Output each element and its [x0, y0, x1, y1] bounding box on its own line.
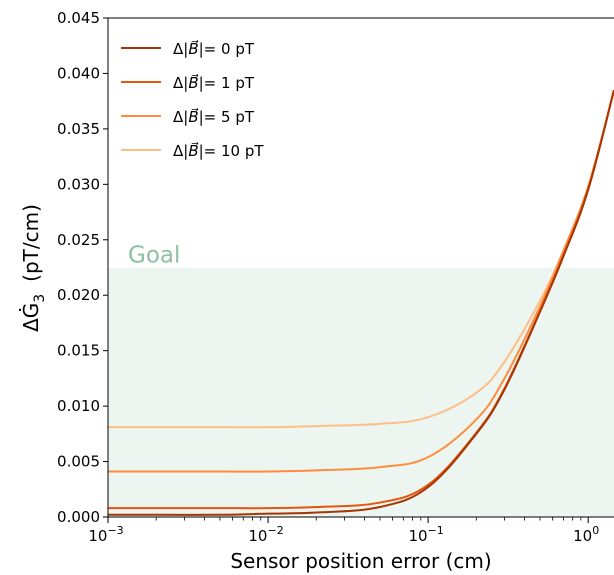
y-tick-label: 0.025	[57, 231, 100, 249]
series-line-0	[108, 89, 614, 516]
x-tick-base: 10	[408, 527, 427, 545]
legend-entry-1: Δ|B⃗|= 1 pT	[173, 73, 255, 92]
series-line-2	[108, 89, 614, 473]
legend: Δ|B⃗|= 0 pTΔ|B⃗|= 1 pTΔ|B⃗|= 5 pTΔ|B⃗|= …	[121, 39, 264, 160]
y-tick-label: 0.030	[57, 175, 100, 193]
legend-text-symbol: B⃗	[188, 141, 198, 160]
y-tick-label: 0.035	[57, 120, 100, 138]
y-axis-label-main: ΔĠ	[19, 303, 43, 332]
legend-text-prefix: Δ|	[173, 74, 188, 92]
y-tick-label: 0.045	[57, 9, 100, 27]
legend-text-suffix: |= 0 pT	[199, 40, 255, 58]
goal-band	[108, 267, 614, 517]
ticks: 0.000 0.005 0.010 0.015 0.020 0.025 0.030 0.035…	[57, 9, 599, 545]
series-layer	[108, 89, 614, 516]
x-tick-exponent: −3	[107, 524, 123, 537]
x-tick-label: 100	[573, 524, 599, 545]
y-axis-label-sub: 3	[32, 294, 48, 303]
legend-text-prefix: Δ|	[173, 142, 188, 160]
x-axis-label: Sensor position error (cm)	[230, 549, 491, 573]
y-axis-label: ΔĠ3 (pT/cm)	[19, 204, 48, 332]
svg-text:ΔĠ3(pT/cm): ΔĠ3 (pT/cm)	[19, 204, 48, 332]
y-tick-label: 0.005	[57, 453, 100, 471]
x-tick-label: 10−3	[88, 524, 123, 545]
x-tick-label: 10−2	[248, 524, 283, 545]
axes	[107, 17, 614, 518]
y-tick-label: 0.015	[57, 342, 100, 360]
x-tick-exponent: −2	[267, 524, 283, 537]
legend-text-suffix: |= 1 pT	[199, 74, 255, 92]
x-tick-exponent: −1	[428, 524, 444, 537]
x-tick-label: 10−1	[408, 524, 443, 545]
legend-entry-0: Δ|B⃗|= 0 pT	[173, 39, 255, 58]
x-tick-base: 10	[248, 527, 267, 545]
y-axis-label-unit: (pT/cm)	[19, 204, 43, 282]
legend-text-symbol: B⃗	[188, 39, 198, 58]
x-tick-base: 10	[88, 527, 107, 545]
legend-text-suffix: |= 10 pT	[199, 142, 265, 160]
goal-region: Goal	[108, 243, 614, 517]
legend-entry-3: Δ|B⃗|= 10 pT	[173, 141, 264, 160]
y-tick-label: 0.000	[57, 508, 100, 526]
goal-label: Goal	[128, 243, 180, 269]
x-tick-base: 10	[573, 527, 592, 545]
legend-text-prefix: Δ|	[173, 40, 188, 58]
legend-text-prefix: Δ|	[173, 108, 188, 126]
legend-entry-2: Δ|B⃗|= 5 pT	[173, 107, 255, 126]
legend-text-suffix: |= 5 pT	[199, 108, 255, 126]
legend-text-symbol: B⃗	[188, 107, 198, 126]
y-tick-label: 0.040	[57, 64, 100, 82]
x-tick-exponent: 0	[592, 524, 599, 537]
y-tick-label: 0.010	[57, 397, 100, 415]
y-tick-label: 0.020	[57, 286, 100, 304]
legend-text-symbol: B⃗	[188, 73, 198, 92]
